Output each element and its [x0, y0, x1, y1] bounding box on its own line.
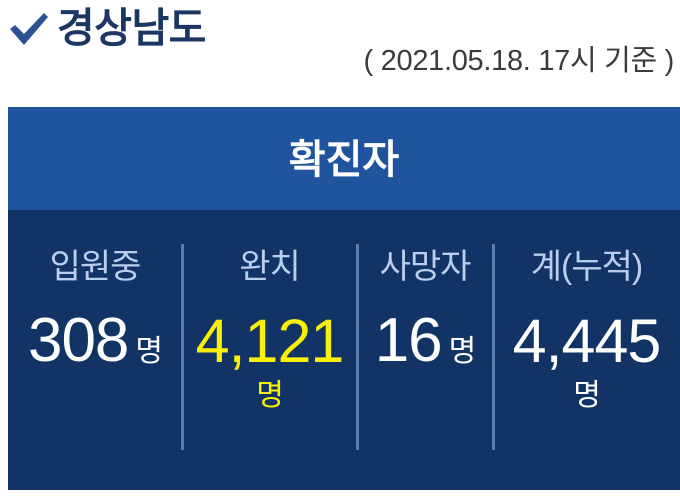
- stat-unit: 명: [135, 335, 163, 368]
- stat-value-line: 4,121: [195, 307, 345, 375]
- stat-unit: 명: [256, 379, 284, 412]
- stat-number: 4,445: [512, 307, 662, 375]
- stat-label: 완치: [239, 248, 301, 286]
- page-title: 경상남도: [57, 5, 206, 51]
- stat-column-hospitalized: 입원중 308 명: [8, 210, 182, 490]
- as-of-timestamp: ( 2021.05.18. 17시 기준 ): [363, 45, 675, 77]
- stat-value-group: 308 명: [8, 308, 182, 374]
- confirmed-cases-banner: 확진자: [8, 107, 680, 210]
- stat-value-line: 16 명: [374, 306, 477, 375]
- stats-grid: 입원중 308 명 완치 4,121 명: [8, 210, 680, 490]
- stats-panel: 입원중 308 명 완치 4,121 명: [8, 210, 680, 490]
- stat-value-line: 4,445: [512, 307, 662, 375]
- stat-column-total: 계(누적) 4,445 명: [493, 210, 680, 490]
- stat-value-group: 4,445 명: [493, 308, 680, 416]
- stat-value-group: 16 명: [357, 308, 493, 374]
- stat-value-line: 308 명: [27, 306, 163, 375]
- stat-number: 4,121: [195, 307, 345, 375]
- column-divider-3: [492, 244, 495, 450]
- banner-title: 확진자: [288, 137, 400, 182]
- stat-unit: 명: [573, 379, 601, 412]
- card-header: 경상남도 ( 2021.05.18. 17시 기준 ): [0, 0, 680, 100]
- column-divider-2: [356, 244, 359, 450]
- stat-number: 308: [27, 306, 129, 375]
- stat-number: 16: [374, 306, 443, 375]
- check-icon: [6, 6, 52, 52]
- stat-value-group: 4,121 명: [182, 308, 357, 416]
- stat-label: 입원중: [49, 248, 142, 286]
- column-divider-1: [181, 244, 184, 450]
- stat-label: 계(누적): [530, 248, 643, 286]
- stat-label: 사망자: [379, 248, 472, 286]
- stat-unit: 명: [448, 335, 477, 368]
- stat-column-recovered: 완치 4,121 명: [182, 210, 357, 490]
- stat-column-deaths: 사망자 16 명: [357, 210, 493, 490]
